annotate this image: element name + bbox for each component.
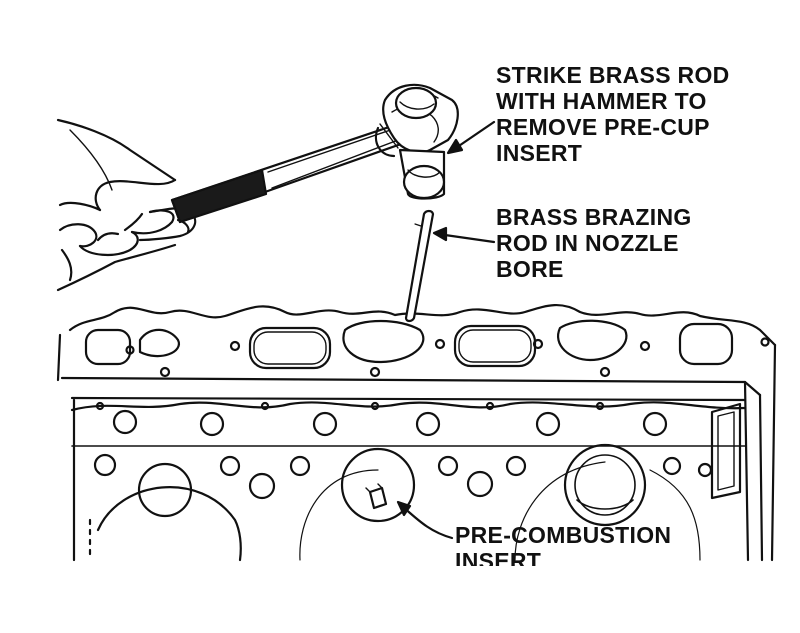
pre-combustion-insert-label: PRE-COMBUSTION INSERT	[455, 522, 672, 566]
leader-arrows	[396, 120, 496, 540]
hand-icon	[56, 118, 197, 292]
hammer-icon	[170, 83, 459, 224]
pre-combustion-insert	[368, 486, 388, 510]
brass-rod-label: BRASS BRAZING ROD IN NOZZLE BORE	[496, 204, 692, 282]
cylinder-head	[56, 304, 777, 562]
strike-instruction-label: STRIKE BRASS ROD WITH HAMMER TO REMOVE P…	[496, 62, 730, 166]
brass-rod	[404, 209, 435, 323]
